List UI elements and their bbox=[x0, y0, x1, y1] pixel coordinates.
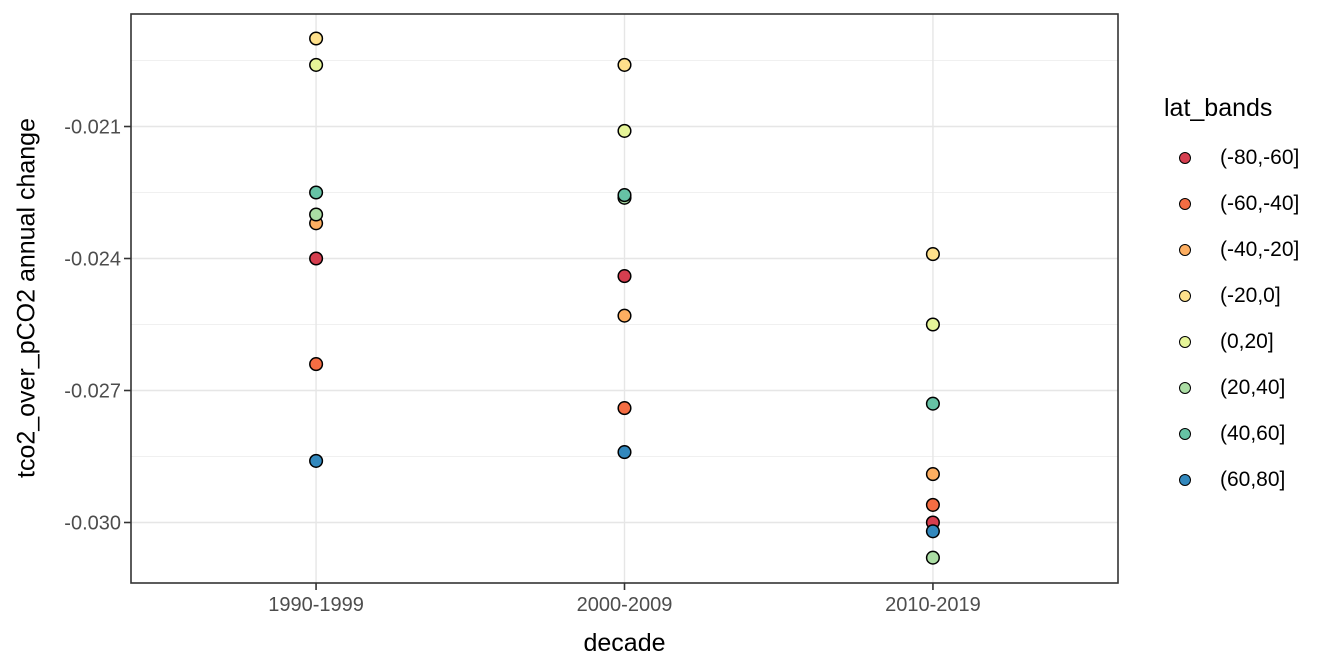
legend-item: (40,60] bbox=[1164, 421, 1299, 447]
data-point bbox=[925, 467, 940, 482]
legend-title: lat_bands bbox=[1164, 94, 1273, 122]
legend-key-dot bbox=[1179, 428, 1191, 440]
data-point bbox=[925, 247, 940, 262]
data-point bbox=[925, 524, 940, 539]
y-tick-label: -0.027 bbox=[64, 381, 121, 403]
data-point bbox=[617, 308, 632, 323]
legend-item-label: (60,80] bbox=[1220, 468, 1286, 491]
x-tick-label: 2000-2009 bbox=[577, 594, 673, 616]
legend: lat_bands (-80,-60] (-60,-40] (-40,-20] (-2… bbox=[1164, 94, 1299, 513]
legend-key-dot bbox=[1179, 474, 1191, 486]
data-point bbox=[925, 396, 940, 411]
legend-item: (-60,-40] bbox=[1164, 191, 1299, 217]
legend-item: (60,80] bbox=[1164, 467, 1299, 493]
data-point bbox=[925, 550, 940, 565]
legend-item: (0,20] bbox=[1164, 329, 1299, 355]
legend-item-label: (-80,-60] bbox=[1220, 146, 1300, 169]
legend-item: (-20,0] bbox=[1164, 283, 1299, 309]
legend-item-label: (20,40] bbox=[1220, 376, 1286, 399]
data-point bbox=[617, 123, 632, 138]
data-point bbox=[925, 497, 940, 512]
legend-item-label: (40,60] bbox=[1220, 422, 1286, 445]
legend-item-label: (-40,-20] bbox=[1220, 238, 1300, 261]
x-axis-title: decade bbox=[583, 629, 666, 657]
data-point bbox=[309, 207, 324, 222]
legend-key-dot bbox=[1179, 290, 1191, 302]
data-point bbox=[309, 453, 324, 468]
legend-item-label: (0,20] bbox=[1220, 330, 1274, 353]
legend-item: (20,40] bbox=[1164, 375, 1299, 401]
legend-item: (-80,-60] bbox=[1164, 145, 1299, 171]
legend-items: (-80,-60] (-60,-40] (-40,-20] (-20,0] (0,20]… bbox=[1164, 145, 1299, 493]
legend-key-dot bbox=[1179, 336, 1191, 348]
legend-item: (-40,-20] bbox=[1164, 237, 1299, 263]
y-axis-title: tco2_over_pCO2 annual change bbox=[12, 118, 41, 478]
legend-item-label: (-20,0] bbox=[1220, 284, 1281, 307]
data-point bbox=[617, 269, 632, 284]
data-point bbox=[309, 357, 324, 372]
data-point bbox=[309, 185, 324, 200]
legend-key-dot bbox=[1179, 152, 1191, 164]
data-point bbox=[309, 251, 324, 266]
y-tick-label: -0.024 bbox=[64, 249, 121, 271]
data-point bbox=[617, 57, 632, 72]
x-tick-label: 1990-1999 bbox=[268, 594, 364, 616]
legend-key-dot bbox=[1179, 244, 1191, 256]
data-point bbox=[617, 188, 632, 203]
data-point bbox=[617, 445, 632, 460]
data-point bbox=[925, 317, 940, 332]
data-point bbox=[617, 401, 632, 416]
data-point bbox=[309, 57, 324, 72]
x-tick-label: 2010-2019 bbox=[885, 594, 981, 616]
y-tick-label: -0.030 bbox=[64, 513, 121, 535]
legend-key-dot bbox=[1179, 382, 1191, 394]
legend-item-label: (-60,-40] bbox=[1220, 192, 1300, 215]
data-point bbox=[309, 31, 324, 46]
y-tick-label: -0.021 bbox=[64, 117, 121, 139]
legend-key-dot bbox=[1179, 198, 1191, 210]
